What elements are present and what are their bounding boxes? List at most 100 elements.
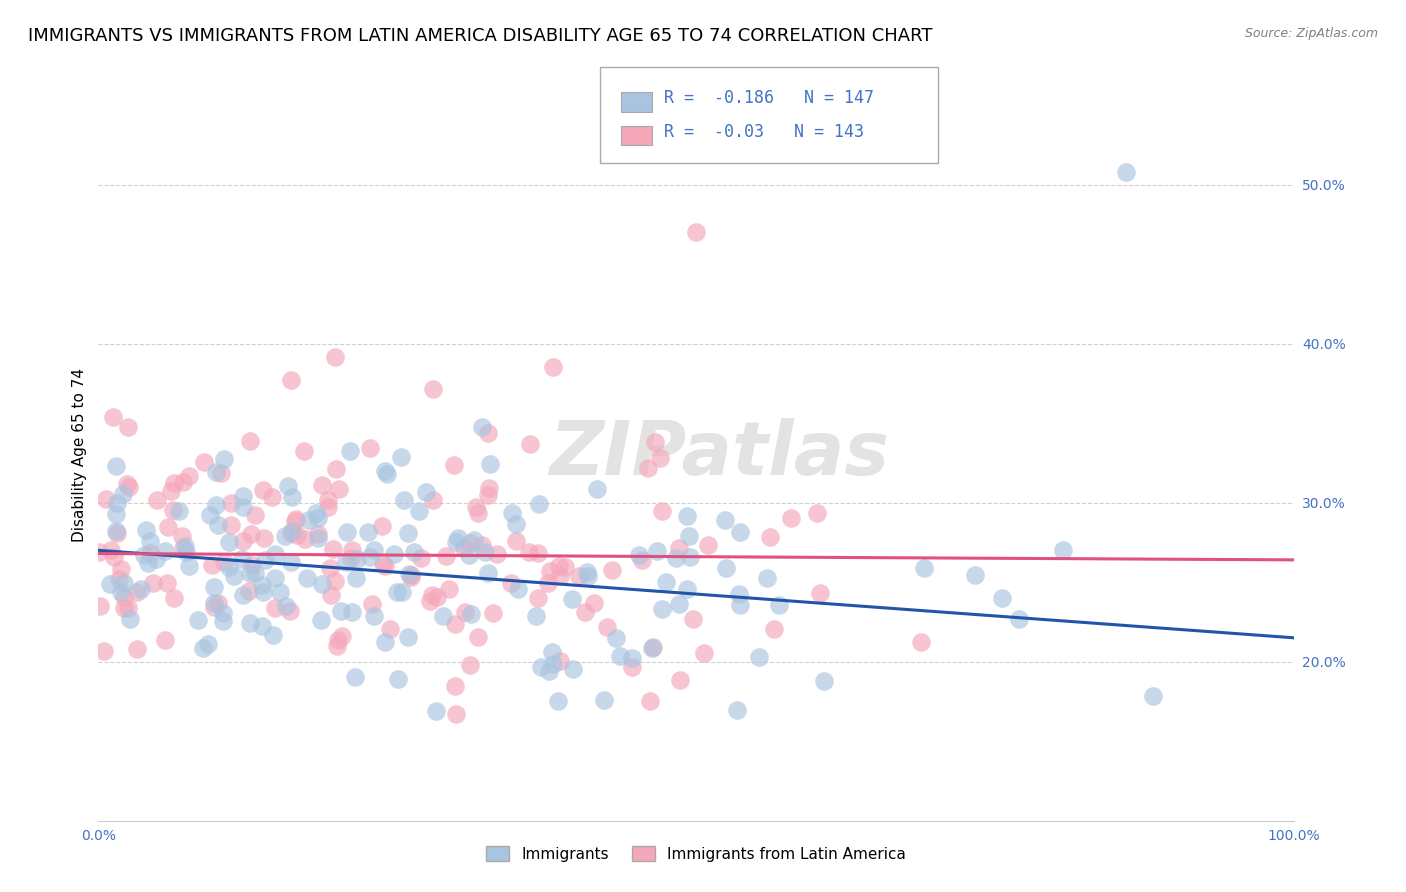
Point	[447, 532, 470, 546]
Point	[336, 524, 359, 539]
Point	[540, 645, 562, 659]
Point	[104, 524, 127, 538]
Point	[477, 566, 499, 580]
Point	[269, 584, 291, 599]
Point	[197, 637, 219, 651]
Point	[262, 490, 284, 504]
Point	[262, 627, 284, 641]
Point	[110, 585, 132, 599]
Point	[252, 585, 274, 599]
Point	[304, 506, 326, 520]
Point	[156, 520, 179, 534]
Point	[219, 496, 242, 510]
Point	[965, 567, 987, 582]
Text: ZIPatlas: ZIPatlas	[550, 418, 890, 491]
Point	[191, 641, 214, 656]
Point	[340, 543, 363, 558]
Point	[89, 599, 111, 613]
Point	[209, 467, 232, 481]
Point	[125, 642, 148, 657]
Point	[547, 559, 569, 574]
Point	[380, 622, 402, 636]
Point	[105, 458, 128, 473]
Point	[177, 558, 200, 573]
Point	[541, 360, 564, 375]
Point	[198, 508, 221, 522]
Point	[464, 500, 486, 514]
Point	[110, 562, 132, 576]
Point	[167, 504, 190, 518]
Point	[467, 506, 489, 520]
Point	[252, 483, 274, 497]
Point	[583, 596, 606, 610]
Point	[285, 527, 308, 541]
Point	[460, 607, 482, 622]
Point	[716, 561, 738, 575]
Point	[454, 605, 477, 619]
Point	[505, 534, 527, 549]
Point	[530, 660, 553, 674]
Point	[316, 492, 339, 507]
Point	[385, 585, 408, 599]
Point	[991, 591, 1014, 605]
Point	[538, 664, 561, 678]
Point	[231, 552, 253, 566]
Point	[172, 541, 194, 555]
Point	[404, 545, 426, 559]
Point	[93, 643, 115, 657]
Point	[297, 512, 319, 526]
Point	[605, 632, 627, 646]
Point	[263, 571, 285, 585]
Point	[202, 600, 225, 615]
Point	[474, 545, 496, 559]
Point	[519, 437, 541, 451]
Point	[295, 571, 318, 585]
Point	[665, 551, 688, 566]
Text: R =  -0.186   N = 147: R = -0.186 N = 147	[664, 89, 873, 107]
Point	[561, 591, 583, 606]
Point	[138, 534, 160, 549]
Point	[153, 544, 176, 558]
Point	[396, 526, 419, 541]
Point	[1115, 165, 1137, 179]
Point	[309, 613, 332, 627]
Point	[120, 612, 142, 626]
Point	[471, 419, 494, 434]
Point	[374, 559, 396, 574]
Point	[340, 605, 363, 619]
Point	[100, 543, 122, 558]
Point	[644, 435, 666, 450]
Point	[370, 518, 392, 533]
Point	[432, 609, 454, 624]
Point	[212, 607, 235, 621]
Point	[676, 509, 699, 524]
Point	[630, 553, 652, 567]
Point	[218, 560, 240, 574]
Point	[374, 464, 396, 478]
Point	[135, 524, 157, 538]
Point	[339, 443, 361, 458]
Point	[264, 601, 287, 615]
Point	[207, 517, 229, 532]
Point	[112, 591, 135, 605]
Point	[202, 580, 225, 594]
Point	[444, 535, 467, 549]
Point	[329, 604, 352, 618]
Point	[201, 558, 224, 572]
Point	[638, 694, 661, 708]
Point	[250, 618, 273, 632]
Point	[307, 531, 329, 545]
Point	[415, 484, 437, 499]
Point	[693, 646, 716, 660]
Point	[813, 673, 835, 688]
Point	[398, 567, 420, 582]
Point	[170, 529, 193, 543]
Point	[453, 541, 475, 556]
Point	[172, 475, 194, 489]
Point	[444, 706, 467, 721]
Point	[434, 549, 457, 564]
Point	[245, 508, 267, 522]
Point	[212, 452, 235, 467]
Point	[685, 225, 707, 239]
Point	[274, 599, 297, 613]
